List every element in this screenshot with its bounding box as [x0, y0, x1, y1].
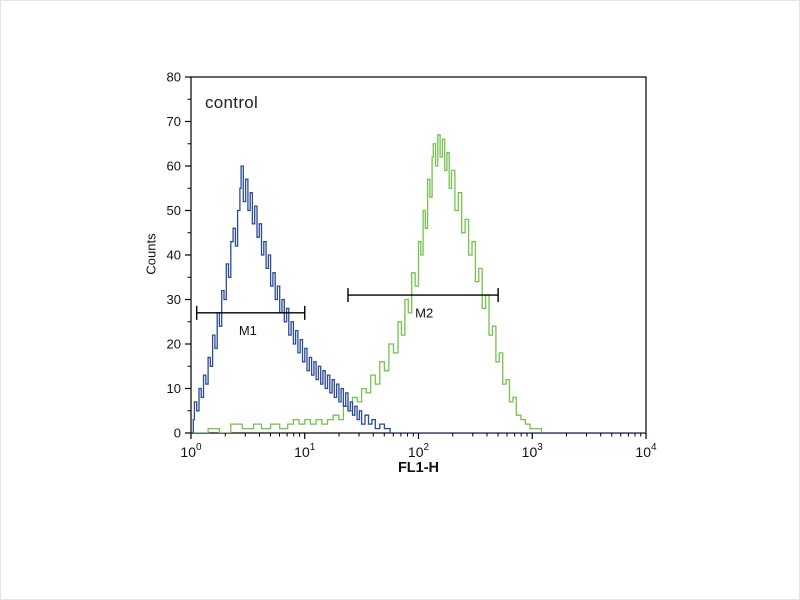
svg-text:M2: M2: [415, 305, 433, 320]
svg-text:103: 103: [522, 442, 544, 460]
svg-text:70: 70: [167, 114, 181, 129]
svg-text:60: 60: [167, 159, 181, 174]
y-axis-label: Counts: [143, 233, 159, 275]
svg-text:101: 101: [294, 442, 316, 460]
plot-annotation-control: control: [205, 93, 259, 112]
svg-text:104: 104: [635, 442, 657, 460]
svg-text:M1: M1: [239, 323, 257, 338]
svg-text:100: 100: [180, 442, 202, 460]
svg-text:10: 10: [167, 381, 181, 396]
svg-text:80: 80: [167, 70, 181, 85]
svg-text:50: 50: [167, 203, 181, 218]
x-axis-label: FL1-H: [397, 460, 440, 476]
svg-text:102: 102: [408, 442, 430, 460]
svg-text:0: 0: [174, 426, 181, 441]
svg-text:40: 40: [167, 248, 181, 263]
svg-text:30: 30: [167, 292, 181, 307]
svg-text:20: 20: [167, 337, 181, 352]
